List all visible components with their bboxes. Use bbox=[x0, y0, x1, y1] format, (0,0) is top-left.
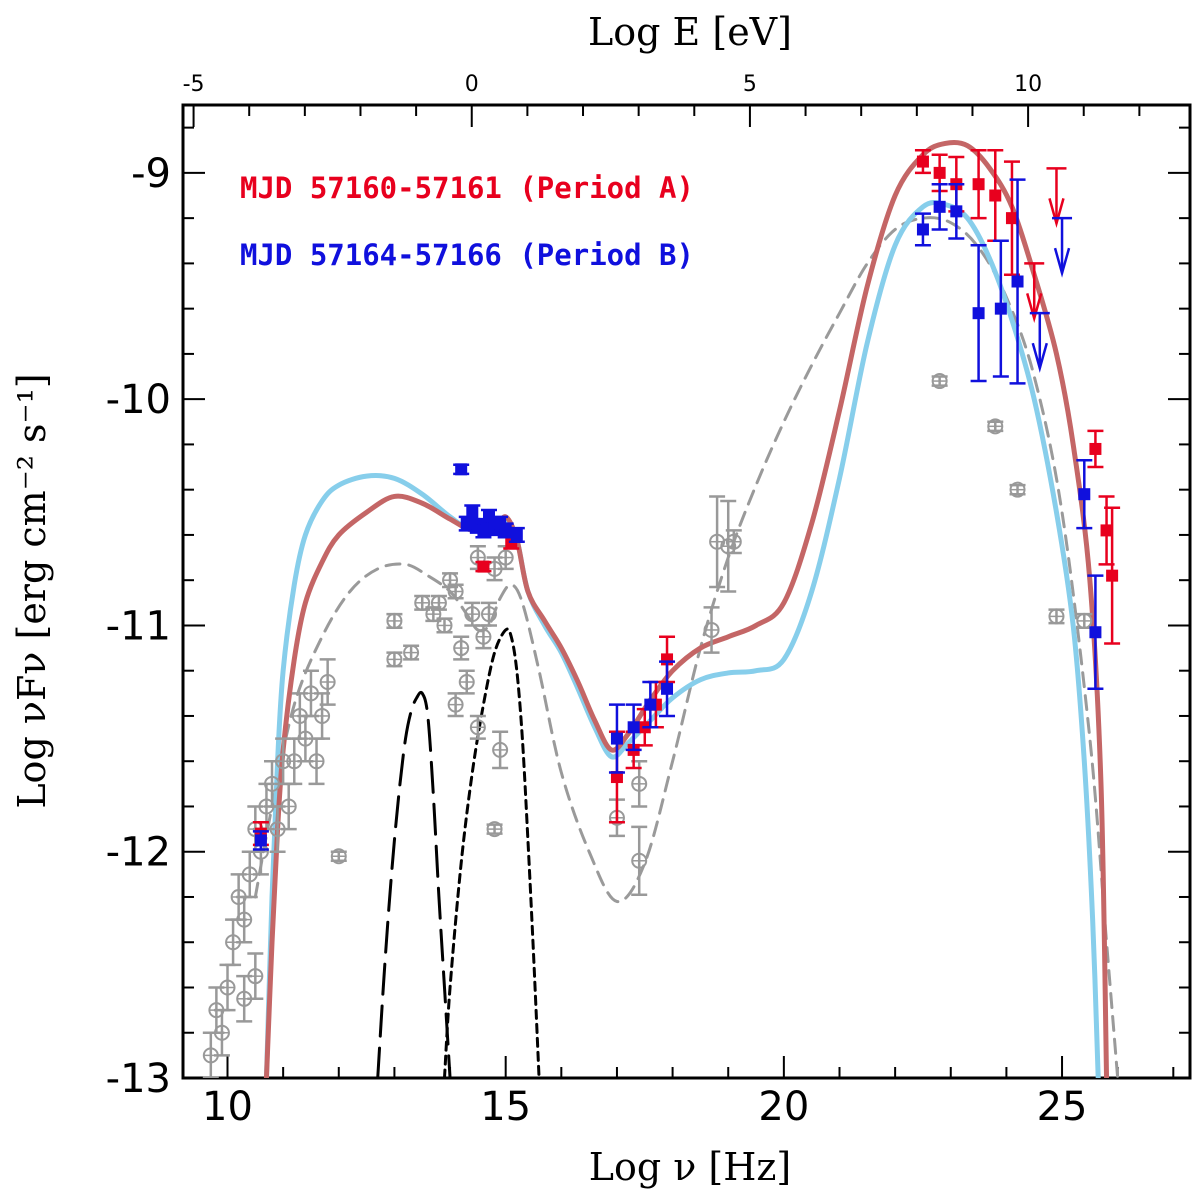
model-curves bbox=[255, 142, 1117, 1078]
y-tick-label: -9 bbox=[131, 151, 171, 197]
square-marker bbox=[973, 178, 985, 190]
data-point bbox=[247, 954, 263, 999]
data-points bbox=[203, 150, 1120, 1078]
data-point bbox=[386, 614, 402, 628]
square-marker bbox=[1101, 524, 1113, 536]
square-marker bbox=[1089, 626, 1101, 638]
data-point bbox=[631, 827, 647, 895]
top-tick-label: -5 bbox=[183, 72, 205, 97]
data-point bbox=[403, 646, 419, 660]
data-point bbox=[475, 561, 491, 573]
model-curve bbox=[266, 202, 1098, 1078]
data-point bbox=[1010, 483, 1026, 497]
square-marker bbox=[1006, 212, 1018, 224]
legend-period-b: MJD 57164-57166 (Period B) bbox=[240, 238, 694, 272]
data-point bbox=[431, 596, 447, 610]
x-tick-label: 15 bbox=[480, 1084, 531, 1130]
data-point bbox=[448, 585, 464, 599]
square-marker bbox=[455, 463, 467, 475]
square-marker bbox=[644, 699, 656, 711]
data-point bbox=[509, 528, 525, 542]
y-axis-title: Log νFν [erg cm⁻² s⁻¹] bbox=[10, 373, 54, 808]
data-point bbox=[492, 732, 508, 768]
square-marker bbox=[661, 683, 673, 695]
square-marker bbox=[917, 223, 929, 235]
data-point bbox=[987, 419, 1003, 433]
square-marker bbox=[934, 201, 946, 213]
square-marker bbox=[1106, 570, 1118, 582]
legend-period-a: MJD 57160-57161 (Period A) bbox=[240, 171, 694, 205]
data-point bbox=[309, 739, 325, 784]
square-marker bbox=[611, 733, 623, 745]
sed-chart: 10 15 20 25-5 0 5 10-13-12-11-10-9 Log E [eV] … bbox=[0, 0, 1200, 1196]
square-marker bbox=[973, 307, 985, 319]
y-tick-label: -10 bbox=[106, 377, 171, 423]
square-marker bbox=[1089, 443, 1101, 455]
data-point bbox=[609, 705, 625, 773]
data-point bbox=[932, 374, 948, 388]
data-point bbox=[331, 849, 347, 863]
data-point bbox=[1076, 614, 1092, 628]
top-axis-title: Log E [eV] bbox=[588, 10, 792, 54]
data-point bbox=[993, 241, 1009, 377]
square-marker bbox=[628, 721, 640, 733]
square-marker bbox=[1012, 275, 1024, 287]
square-marker bbox=[917, 156, 929, 168]
top-tick-label: 10 bbox=[1014, 72, 1042, 97]
data-point bbox=[386, 652, 402, 666]
square-marker bbox=[511, 529, 523, 541]
model-curve bbox=[378, 692, 450, 1078]
square-marker bbox=[995, 303, 1007, 315]
square-marker bbox=[466, 506, 478, 518]
data-point bbox=[470, 716, 486, 739]
data-point bbox=[453, 463, 469, 475]
data-point bbox=[1048, 609, 1064, 623]
data-point bbox=[436, 618, 452, 632]
data-point bbox=[487, 822, 503, 836]
square-marker bbox=[934, 167, 946, 179]
x-tick-label: 25 bbox=[1037, 1084, 1088, 1130]
square-marker bbox=[255, 834, 267, 846]
square-marker bbox=[477, 561, 489, 573]
y-tick-label: -12 bbox=[106, 830, 171, 876]
upper-limit bbox=[1046, 168, 1066, 223]
data-point bbox=[971, 245, 987, 381]
x-tick-label: 20 bbox=[758, 1084, 809, 1130]
x-axis-title: Log ν [Hz] bbox=[589, 1145, 792, 1189]
data-point bbox=[453, 637, 469, 660]
data-point bbox=[948, 184, 964, 238]
data-point bbox=[1087, 431, 1103, 467]
square-marker bbox=[500, 524, 512, 536]
square-marker bbox=[989, 190, 1001, 202]
data-point bbox=[915, 150, 931, 173]
top-tick-label: 0 bbox=[465, 72, 479, 97]
upper-limit bbox=[1052, 218, 1072, 273]
data-point bbox=[220, 965, 236, 1010]
data-point bbox=[459, 671, 475, 694]
y-tick-label: -13 bbox=[106, 1056, 171, 1102]
square-marker bbox=[950, 205, 962, 217]
square-marker bbox=[1078, 488, 1090, 500]
model-curve bbox=[266, 142, 1106, 1078]
data-point bbox=[448, 693, 464, 716]
top-tick-label: 5 bbox=[743, 72, 757, 97]
data-point bbox=[987, 150, 1003, 241]
y-tick-label: -11 bbox=[106, 603, 171, 649]
data-point bbox=[464, 603, 480, 626]
data-point bbox=[481, 603, 497, 626]
model-curve bbox=[444, 629, 539, 1078]
data-point bbox=[281, 784, 297, 829]
x-tick-label: 10 bbox=[202, 1084, 253, 1130]
data-point bbox=[464, 506, 480, 520]
